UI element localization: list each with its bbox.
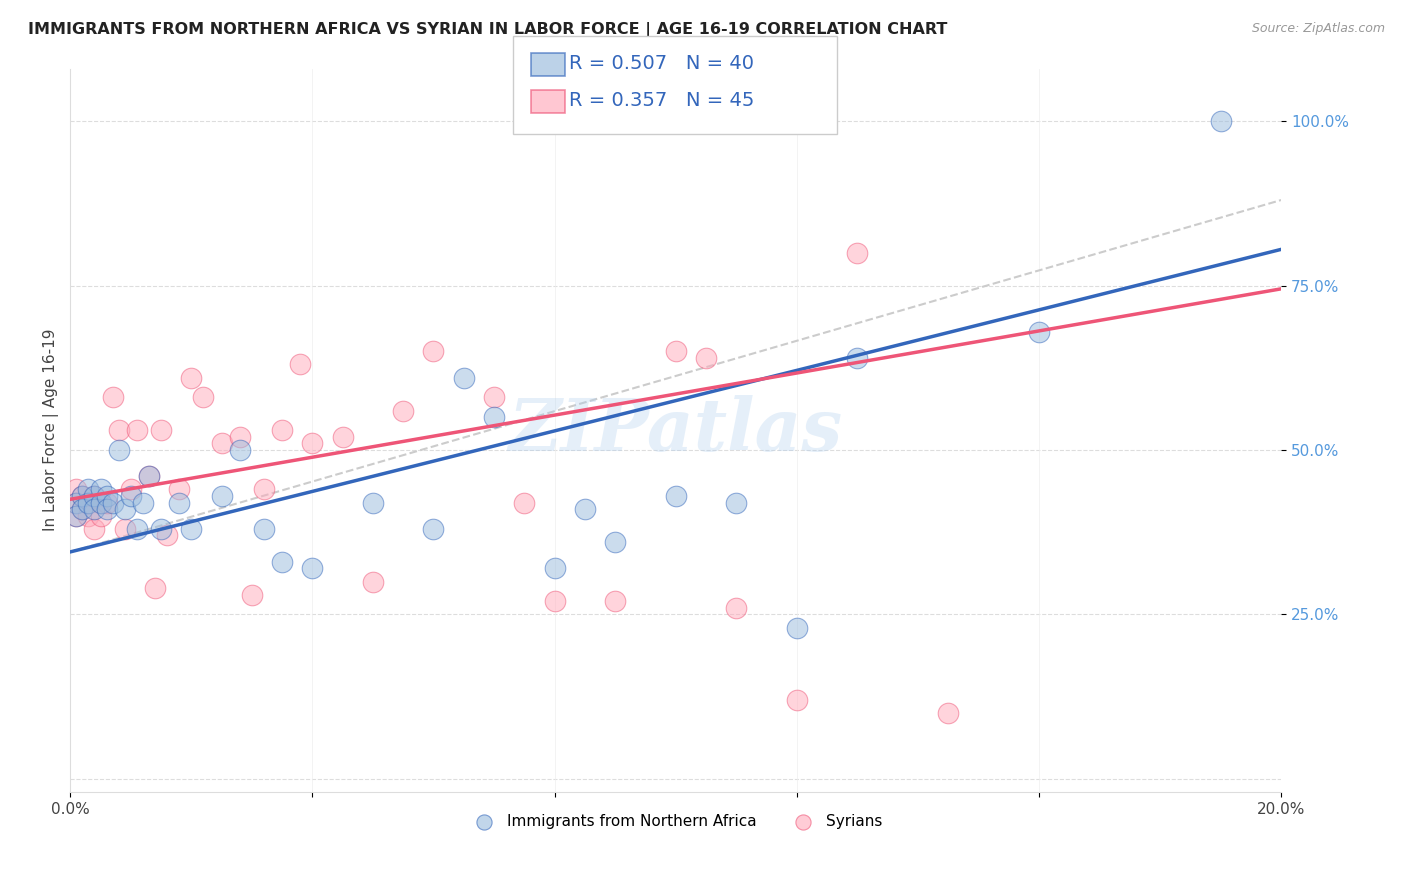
Point (150, 522, 173, 536)
Point (65, 495, 87, 509)
Point (72, 502, 94, 516)
Point (271, 555, 294, 569)
Point (72, 489, 94, 503)
Point (574, 502, 596, 516)
Point (125, 522, 148, 536)
Point (193, 390, 215, 404)
Point (695, 351, 717, 365)
Legend: Immigrants from Northern Africa, Syrians: Immigrants from Northern Africa, Syrians (463, 808, 889, 835)
Point (89, 508, 111, 523)
Point (361, 495, 384, 509)
Point (846, 351, 869, 365)
Point (114, 522, 136, 536)
Point (65, 495, 87, 509)
Point (211, 489, 233, 503)
Point (72, 489, 94, 503)
Point (125, 423, 148, 437)
Point (240, 588, 263, 602)
Point (167, 483, 190, 497)
Point (665, 344, 688, 359)
Point (422, 522, 444, 536)
Point (65, 483, 87, 497)
Point (96, 502, 118, 516)
Point (786, 621, 808, 635)
Point (120, 489, 142, 503)
Point (77, 495, 100, 509)
Point (936, 706, 959, 720)
Point (422, 344, 444, 359)
Point (725, 495, 748, 509)
Point (96, 495, 118, 509)
Point (138, 469, 160, 483)
Text: Source: ZipAtlas.com: Source: ZipAtlas.com (1251, 22, 1385, 36)
Text: R = 0.507   N = 40: R = 0.507 N = 40 (569, 54, 755, 73)
Point (1028, 325, 1050, 339)
Point (101, 495, 124, 509)
Point (229, 430, 252, 444)
Point (107, 423, 129, 437)
Point (271, 423, 294, 437)
Y-axis label: In Labor Force | Age 16-19: In Labor Force | Age 16-19 (44, 329, 59, 532)
Point (482, 410, 505, 425)
Point (83, 502, 105, 516)
Point (603, 594, 626, 608)
Point (453, 370, 475, 384)
Text: ZIPatlas: ZIPatlas (509, 395, 842, 466)
Point (665, 489, 688, 503)
Point (332, 430, 354, 444)
Point (846, 245, 869, 260)
Point (150, 423, 173, 437)
Point (107, 442, 129, 457)
Text: IMMIGRANTS FROM NORTHERN AFRICA VS SYRIAN IN LABOR FORCE | AGE 16-19 CORRELATION: IMMIGRANTS FROM NORTHERN AFRICA VS SYRIA… (28, 22, 948, 38)
Point (786, 693, 808, 707)
Point (138, 469, 160, 483)
Point (513, 495, 536, 509)
Point (725, 600, 748, 615)
Point (392, 403, 415, 417)
Point (290, 358, 312, 372)
Point (156, 528, 179, 542)
Point (229, 442, 252, 457)
Point (143, 581, 166, 595)
Point (543, 561, 565, 575)
Point (482, 390, 505, 404)
Point (96, 489, 118, 503)
Point (132, 495, 155, 509)
Point (65, 508, 87, 523)
Point (180, 370, 202, 384)
Point (120, 483, 142, 497)
Point (83, 522, 105, 536)
Point (301, 436, 323, 450)
Point (361, 574, 384, 589)
Point (65, 508, 87, 523)
Point (167, 495, 190, 509)
Point (83, 489, 105, 503)
Point (89, 495, 111, 509)
Point (543, 594, 565, 608)
Point (72, 502, 94, 516)
Point (1209, 114, 1232, 128)
Point (180, 522, 202, 536)
Point (211, 436, 233, 450)
Point (83, 489, 105, 503)
Point (301, 561, 323, 575)
Text: R = 0.357   N = 45: R = 0.357 N = 45 (569, 91, 755, 111)
Point (253, 483, 276, 497)
Point (603, 535, 626, 549)
Point (114, 502, 136, 516)
Point (89, 495, 111, 509)
Point (89, 483, 111, 497)
Point (253, 522, 276, 536)
Point (77, 483, 100, 497)
Point (77, 508, 100, 523)
Point (77, 495, 100, 509)
Point (101, 390, 124, 404)
